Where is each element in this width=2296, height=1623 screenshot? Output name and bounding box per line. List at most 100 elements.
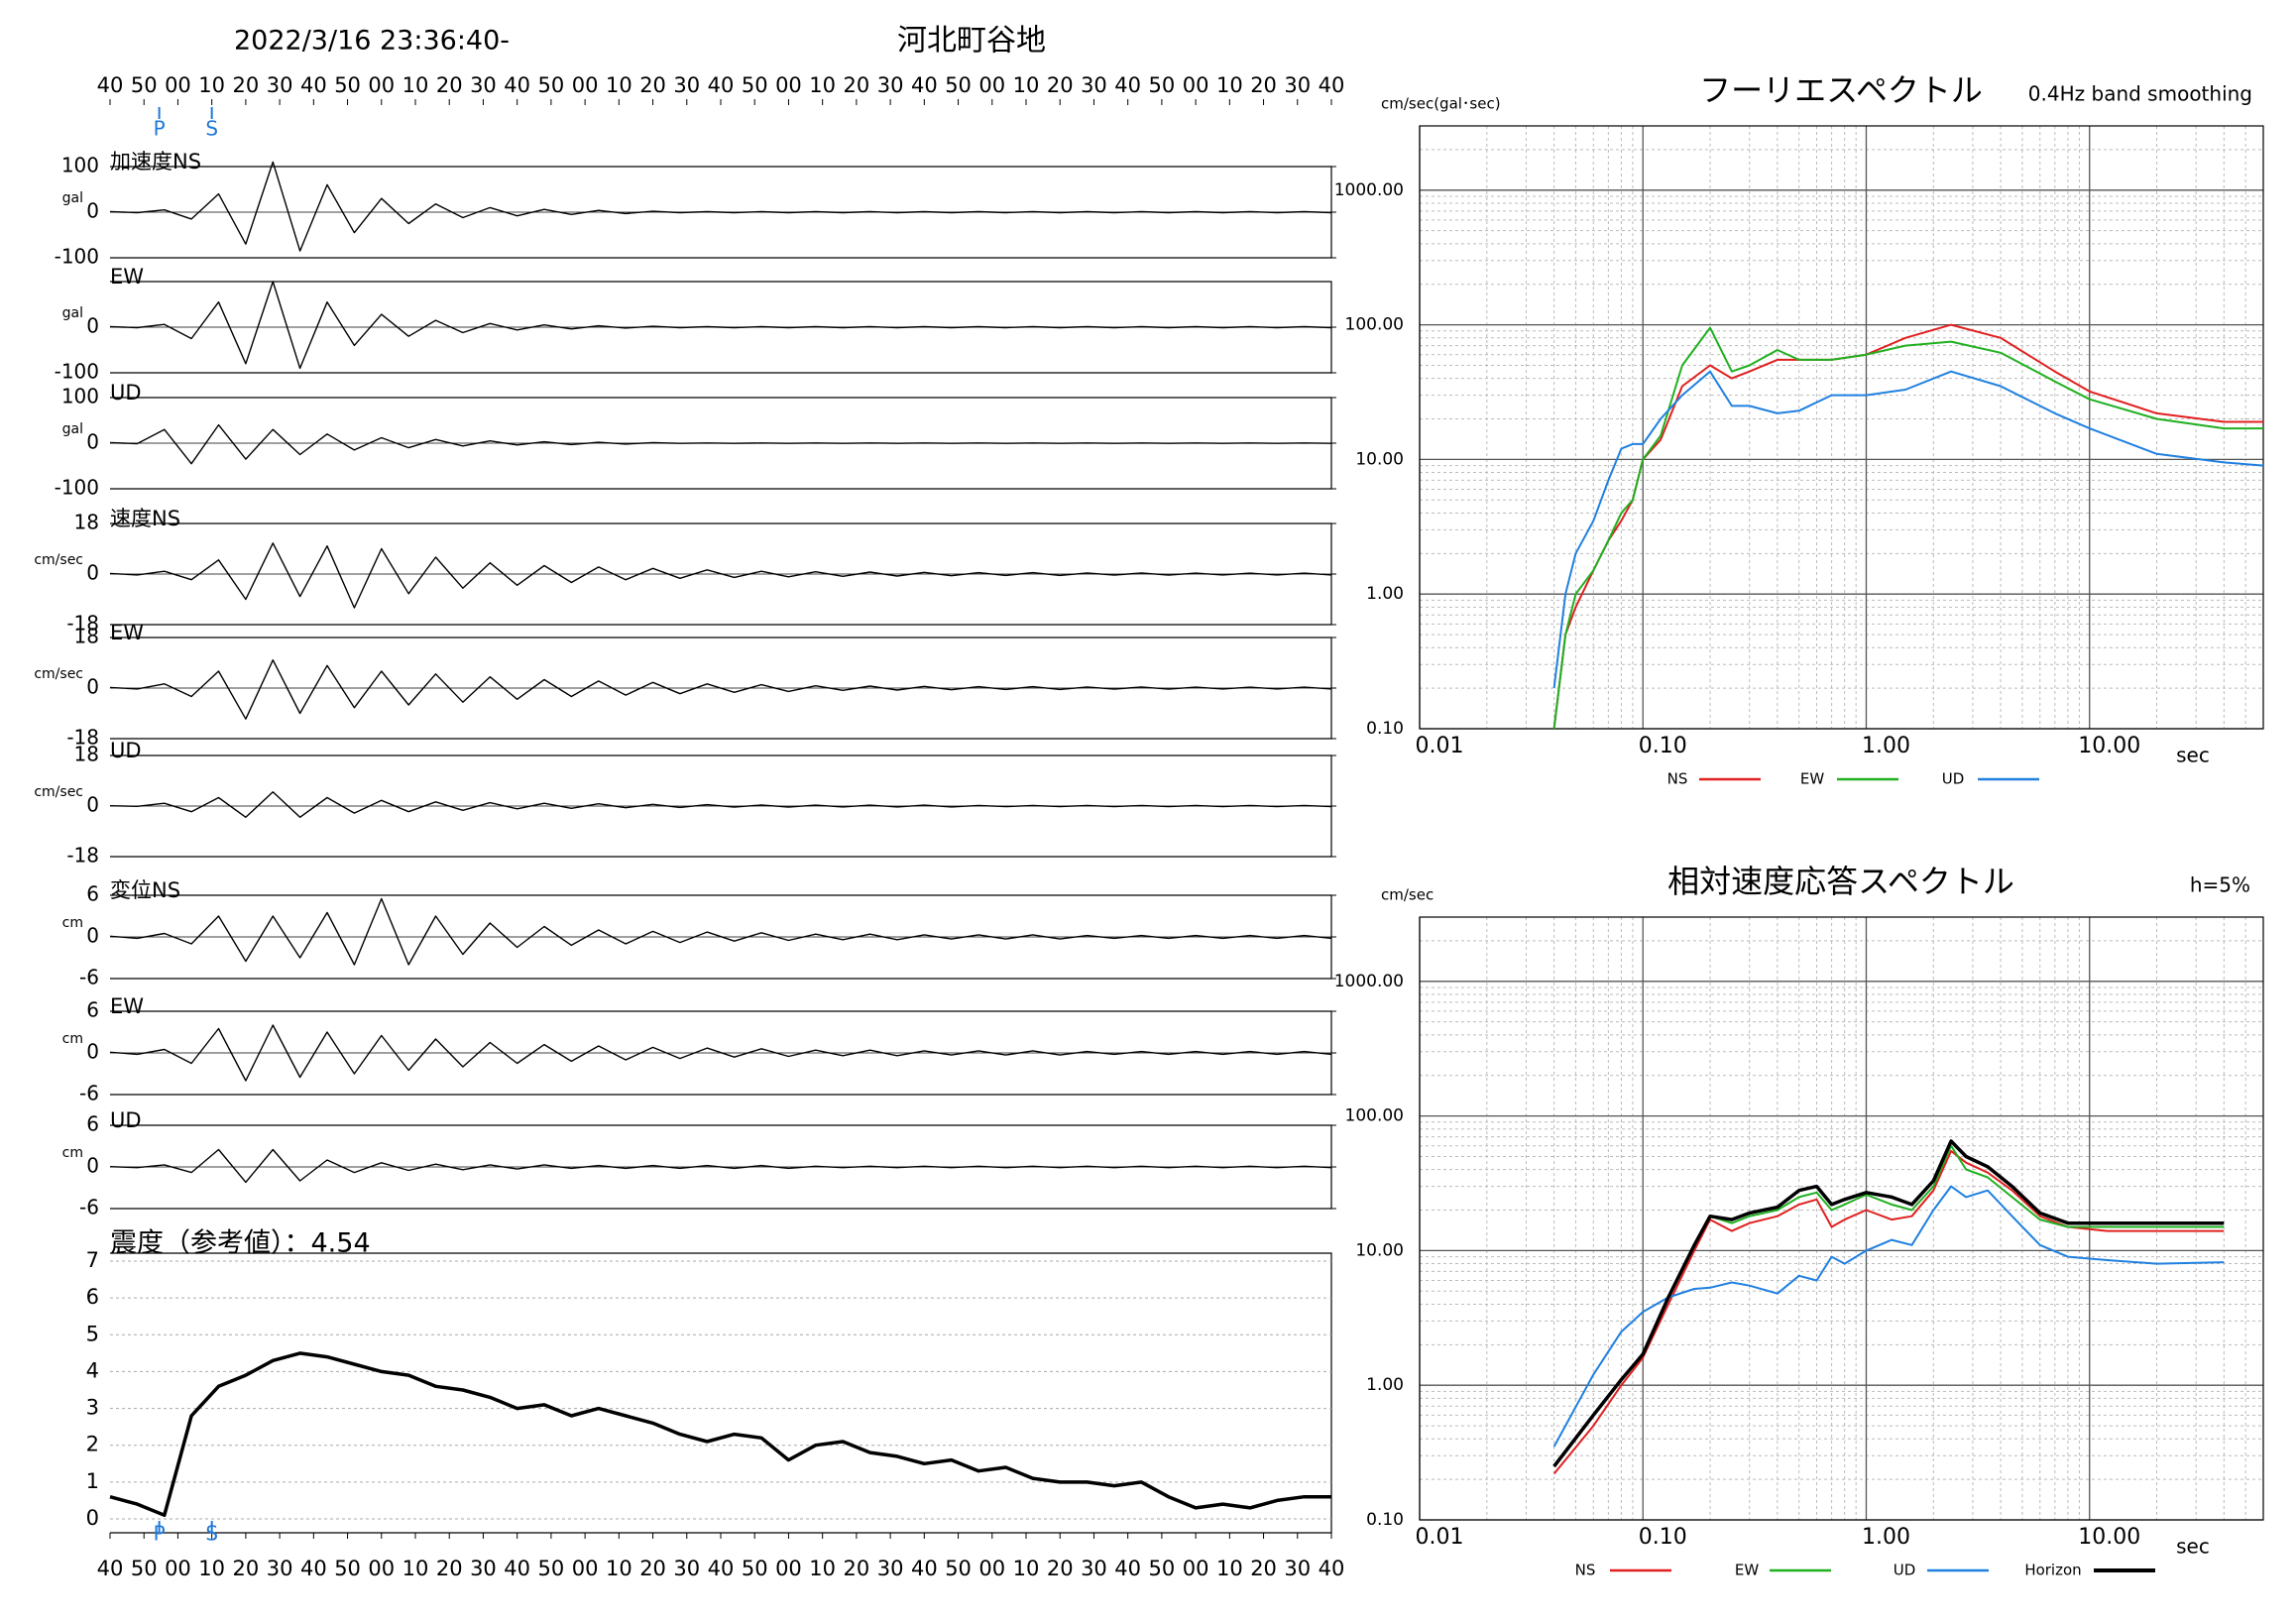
y-tick-label: -100 <box>55 476 99 500</box>
x-tick-label: 40 <box>1319 1557 1345 1580</box>
x-tick-label: 40 <box>708 1557 735 1580</box>
y-tick-label: -100 <box>55 360 99 384</box>
x-tick-label: 50 <box>131 1557 158 1580</box>
x-tick-label: 00 <box>978 1557 1005 1580</box>
x-tick-label: 50 <box>945 73 972 97</box>
x-tick-label: 50 <box>334 1557 361 1580</box>
y-tick-label: -6 <box>79 966 99 989</box>
trace-unit: cm <box>62 1031 83 1047</box>
plot-frame <box>1419 916 2264 1521</box>
y-tick-label: -18 <box>66 612 99 636</box>
x-tick-label: 40 <box>708 73 735 97</box>
y-tick-label: -6 <box>79 1082 99 1105</box>
x-tick-label: 10 <box>809 1557 836 1580</box>
plot-frame <box>1419 125 2264 730</box>
x-tick-label: 20 <box>639 1557 666 1580</box>
x-tick-label: 00 <box>368 1557 395 1580</box>
x-tick-label: 10 <box>1013 73 1040 97</box>
legend-label: UD <box>1894 1562 1916 1579</box>
x-tick-label: 30 <box>1081 73 1107 97</box>
y-tick-label: 0 <box>86 1040 99 1064</box>
plot-frame <box>110 1252 1332 1534</box>
trace-name: EW <box>110 621 144 644</box>
trace-unit: cm/sec <box>34 784 83 800</box>
y-tick-label: 6 <box>86 998 99 1022</box>
legend-label: NS <box>1667 770 1688 788</box>
y-tick-label: 1 <box>86 1469 99 1493</box>
y-tick-label: 4 <box>86 1358 99 1382</box>
x-tick-label: 30 <box>877 1557 904 1580</box>
trace-name: UD <box>110 739 142 762</box>
x-tick-label: 40 <box>1114 1557 1141 1580</box>
x-axis-label: sec <box>2176 1535 2210 1559</box>
y-tick-label: 1.00 <box>1366 1375 1404 1395</box>
x-tick-label: 40 <box>1319 73 1345 97</box>
x-tick-label: 0.10 <box>1639 734 1687 758</box>
spectrum-line <box>1552 370 2264 689</box>
x-tick-label: 30 <box>267 73 293 97</box>
legend-label: NS <box>1575 1562 1596 1579</box>
x-tick-label: 40 <box>1114 73 1141 97</box>
y-tick-label: 100.00 <box>1345 315 1404 335</box>
chart-subtitle: h=5% <box>2190 873 2250 897</box>
waveform-trace <box>109 791 1332 818</box>
y-tick-label: 100.00 <box>1345 1106 1404 1126</box>
y-tick-label: 5 <box>86 1322 99 1345</box>
waveform-trace <box>109 423 1332 465</box>
y-tick-label: 0 <box>86 675 99 699</box>
x-tick-label: 50 <box>334 73 361 97</box>
y-tick-label: 0 <box>86 561 99 585</box>
trace-name: 加速度NS <box>110 150 201 174</box>
waveform-trace <box>109 542 1332 609</box>
x-tick-label: 00 <box>572 1557 599 1580</box>
x-tick-label: 20 <box>233 1557 260 1580</box>
x-tick-label: 40 <box>300 1557 327 1580</box>
trace-name: UD <box>110 1108 142 1132</box>
trace-unit: cm <box>62 1145 83 1161</box>
x-tick-label: 20 <box>233 73 260 97</box>
x-tick-label: 00 <box>1183 1557 1209 1580</box>
x-tick-label: 30 <box>1284 1557 1311 1580</box>
y-axis-label: cm/sec <box>1381 886 1434 904</box>
chart-subtitle: 0.4Hz band smoothing <box>2028 82 2252 106</box>
x-tick-label: 20 <box>639 73 666 97</box>
waveform-trace <box>109 659 1332 720</box>
spectrum-line <box>1552 1185 2225 1448</box>
x-tick-label: 20 <box>436 1557 463 1580</box>
x-tick-label: 10 <box>1216 1557 1243 1580</box>
x-tick-label: 00 <box>368 73 395 97</box>
x-tick-label: 10.00 <box>2078 1525 2140 1550</box>
x-tick-label: 10 <box>1216 73 1243 97</box>
trace-name: EW <box>110 994 144 1018</box>
y-tick-label: 0.10 <box>1366 719 1404 739</box>
legend-label: UD <box>1942 770 1965 788</box>
x-tick-label: 0.01 <box>1416 734 1464 758</box>
legend-label: Horizon <box>2024 1562 2081 1579</box>
x-tick-label: 50 <box>538 1557 565 1580</box>
x-tick-label: 40 <box>504 73 530 97</box>
waveform-trace <box>109 281 1332 370</box>
phase-label: P <box>154 117 166 141</box>
spectrum-line <box>1552 1139 2225 1468</box>
y-tick-label: 6 <box>86 1285 99 1309</box>
x-axis-label: sec <box>2176 744 2210 767</box>
x-tick-label: 20 <box>1047 1557 1074 1580</box>
y-tick-label: 6 <box>86 1112 99 1136</box>
y-axis-label: cm/sec(gal･sec) <box>1381 95 1501 113</box>
x-tick-label: 50 <box>1149 1557 1176 1580</box>
x-tick-label: 20 <box>1250 73 1277 97</box>
x-tick-label: 10 <box>198 1557 225 1580</box>
x-tick-label: 10 <box>606 1557 632 1580</box>
x-tick-label: 00 <box>165 73 191 97</box>
x-tick-label: 1.00 <box>1862 734 1910 758</box>
x-tick-label: 10 <box>809 73 836 97</box>
trace-unit: cm <box>62 915 83 931</box>
x-tick-label: 20 <box>844 1557 870 1580</box>
trace-name: 速度NS <box>110 507 180 530</box>
trace-unit: cm/sec <box>34 552 83 568</box>
x-tick-label: 00 <box>775 1557 802 1580</box>
x-tick-label: 30 <box>877 73 904 97</box>
chart-title: 相対速度応答スペクトル <box>1667 863 2014 900</box>
y-tick-label: 1.00 <box>1366 584 1404 604</box>
